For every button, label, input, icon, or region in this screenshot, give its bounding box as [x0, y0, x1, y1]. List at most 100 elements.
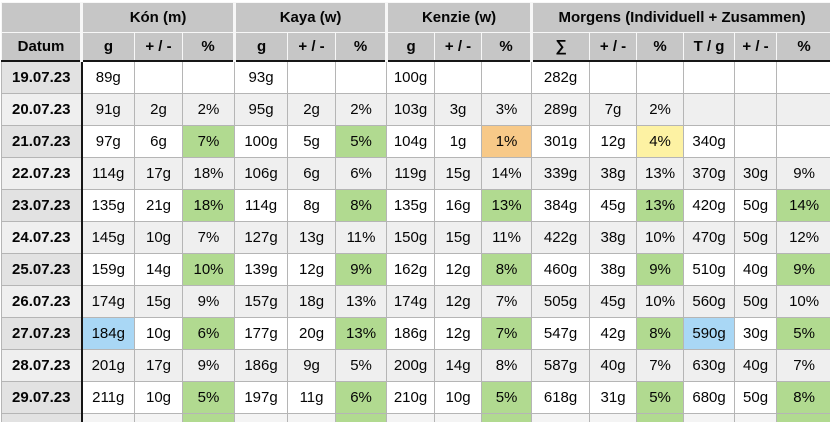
data-cell[interactable]: 10%: [181, 253, 236, 286]
data-cell[interactable]: 13%: [636, 157, 685, 190]
partial-row-cell[interactable]: [636, 413, 685, 422]
partial-row-cell[interactable]: [734, 413, 778, 422]
data-cell[interactable]: [481, 60, 533, 94]
data-cell[interactable]: 40g: [734, 253, 778, 286]
data-cell[interactable]: 135g: [81, 189, 135, 222]
partial-row-cell[interactable]: [683, 413, 736, 422]
data-cell[interactable]: 38g: [589, 253, 638, 286]
data-cell[interactable]: 2g: [134, 93, 183, 126]
data-cell[interactable]: 210g: [386, 381, 436, 414]
data-cell[interactable]: [734, 125, 778, 158]
data-cell[interactable]: 184g: [81, 317, 135, 350]
partial-row-cell[interactable]: [386, 413, 436, 422]
data-cell[interactable]: 8%: [636, 317, 685, 350]
data-cell[interactable]: 11%: [481, 221, 533, 254]
data-cell[interactable]: 30g: [734, 317, 778, 350]
data-cell[interactable]: 13%: [481, 189, 533, 222]
data-cell[interactable]: 8%: [481, 349, 533, 382]
data-cell[interactable]: 3%: [481, 93, 533, 126]
data-cell[interactable]: 5%: [181, 381, 236, 414]
data-cell[interactable]: 186g: [386, 317, 436, 350]
data-cell[interactable]: 12g: [434, 285, 483, 318]
column-header-g-4[interactable]: g: [233, 32, 289, 62]
partial-row-cell[interactable]: [81, 413, 135, 422]
data-cell[interactable]: 5g: [287, 125, 337, 158]
data-cell[interactable]: 6%: [181, 317, 236, 350]
data-cell[interactable]: 560g: [683, 285, 736, 318]
data-cell[interactable]: 89g: [81, 60, 135, 94]
data-cell[interactable]: 30g: [734, 157, 778, 190]
data-cell[interactable]: 12g: [589, 125, 638, 158]
column-header-g-7[interactable]: g: [385, 32, 436, 62]
partial-row-cell[interactable]: [776, 413, 830, 422]
data-cell[interactable]: 18%: [181, 157, 236, 190]
data-cell[interactable]: [683, 60, 736, 94]
data-cell[interactable]: 2%: [636, 93, 685, 126]
group-header-kenzie-w[interactable]: Kenzie (w): [385, 2, 533, 33]
data-cell[interactable]: 20g: [287, 317, 337, 350]
data-cell[interactable]: 7%: [181, 221, 236, 254]
data-cell[interactable]: 5%: [776, 317, 830, 350]
data-cell[interactable]: 9g: [287, 349, 337, 382]
data-cell[interactable]: 100g: [386, 60, 436, 94]
date-cell[interactable]: 23.07.23: [1, 189, 83, 222]
data-cell[interactable]: 12g: [434, 253, 483, 286]
data-cell[interactable]: 91g: [81, 93, 135, 126]
data-cell[interactable]: 5%: [335, 125, 388, 158]
data-cell[interactable]: 174g: [386, 285, 436, 318]
data-cell[interactable]: 157g: [234, 285, 289, 318]
partial-row-cell[interactable]: [234, 413, 289, 422]
data-cell[interactable]: [734, 93, 778, 126]
data-cell[interactable]: 630g: [683, 349, 736, 382]
data-cell[interactable]: [776, 125, 830, 158]
data-cell[interactable]: [134, 60, 183, 94]
data-cell[interactable]: 6%: [335, 381, 388, 414]
data-cell[interactable]: 370g: [683, 157, 736, 190]
partial-row-cell[interactable]: [589, 413, 638, 422]
date-cell[interactable]: 20.07.23: [1, 93, 83, 126]
data-cell[interactable]: 420g: [683, 189, 736, 222]
data-cell[interactable]: [287, 60, 337, 94]
column-header-blank-14[interactable]: + / -: [734, 32, 778, 62]
data-cell[interactable]: 50g: [734, 285, 778, 318]
group-header-k-n-m[interactable]: Kón (m): [79, 2, 236, 33]
partial-row-cell[interactable]: [434, 413, 483, 422]
data-cell[interactable]: 16g: [434, 189, 483, 222]
data-cell[interactable]: 40g: [589, 349, 638, 382]
data-cell[interactable]: 97g: [81, 125, 135, 158]
data-cell[interactable]: [589, 60, 638, 94]
date-cell[interactable]: 25.07.23: [1, 253, 83, 286]
column-header-blank-3[interactable]: %: [181, 32, 236, 62]
data-cell[interactable]: 50g: [734, 221, 778, 254]
date-cell[interactable]: 21.07.23: [1, 125, 83, 158]
data-cell[interactable]: 422g: [531, 221, 591, 254]
data-cell[interactable]: 5%: [636, 381, 685, 414]
data-cell[interactable]: 135g: [386, 189, 436, 222]
data-cell[interactable]: 9%: [776, 253, 830, 286]
data-cell[interactable]: 1g: [434, 125, 483, 158]
partial-row-cell[interactable]: [481, 413, 533, 422]
data-cell[interactable]: 5%: [481, 381, 533, 414]
data-cell[interactable]: 200g: [386, 349, 436, 382]
data-cell[interactable]: 174g: [81, 285, 135, 318]
data-cell[interactable]: 587g: [531, 349, 591, 382]
data-cell[interactable]: 618g: [531, 381, 591, 414]
data-cell[interactable]: 7%: [636, 349, 685, 382]
data-cell[interactable]: 177g: [234, 317, 289, 350]
data-cell[interactable]: 93g: [234, 60, 289, 94]
data-cell[interactable]: 7%: [481, 285, 533, 318]
data-cell[interactable]: 7%: [181, 125, 236, 158]
data-cell[interactable]: 45g: [589, 189, 638, 222]
data-cell[interactable]: 13%: [636, 189, 685, 222]
data-cell[interactable]: 680g: [683, 381, 736, 414]
data-cell[interactable]: 547g: [531, 317, 591, 350]
data-cell[interactable]: 12%: [776, 221, 830, 254]
data-cell[interactable]: 45g: [589, 285, 638, 318]
data-cell[interactable]: 145g: [81, 221, 135, 254]
data-cell[interactable]: 2g: [287, 93, 337, 126]
data-cell[interactable]: 103g: [386, 93, 436, 126]
data-cell[interactable]: 15g: [134, 285, 183, 318]
group-header-morgens-individuell-zusammen[interactable]: Morgens (Individuell + Zusammen): [530, 2, 830, 33]
date-cell[interactable]: 19.07.23: [1, 60, 83, 94]
data-cell[interactable]: 6%: [335, 157, 388, 190]
